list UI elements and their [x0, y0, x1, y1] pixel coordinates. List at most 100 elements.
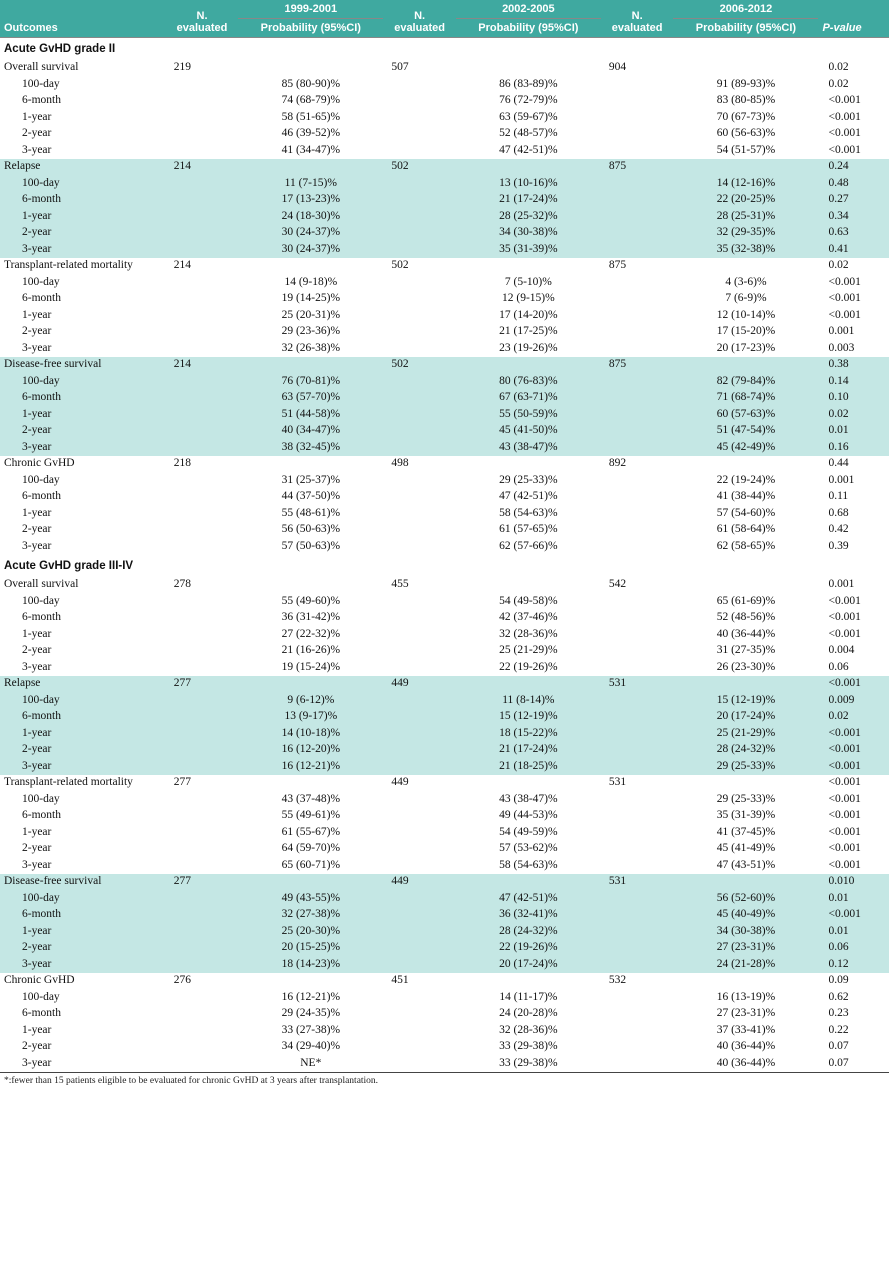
n-evaluated — [601, 742, 674, 759]
p-value: <0.001 — [818, 93, 889, 110]
n-evaluated — [166, 340, 239, 357]
prob-cell: 24 (18-30)% — [238, 208, 383, 225]
prob-cell: 28 (25-32)% — [456, 208, 601, 225]
col-n-1: N. evaluated — [166, 0, 239, 38]
n-evaluated — [166, 324, 239, 341]
prob-cell: 29 (24-35)% — [238, 1006, 383, 1023]
n-evaluated — [166, 593, 239, 610]
p-value: <0.001 — [818, 808, 889, 825]
n-evaluated — [601, 522, 674, 539]
n-evaluated — [601, 940, 674, 957]
p-value: 0.11 — [818, 489, 889, 506]
prob-cell: 41 (37-45)% — [673, 824, 818, 841]
prob-cell: 56 (52-60)% — [673, 890, 818, 907]
timepoint-label: 2-year — [0, 940, 166, 957]
n-evaluated: 214 — [166, 258, 239, 275]
n-evaluated — [166, 489, 239, 506]
n-evaluated: 449 — [383, 874, 456, 891]
prob-cell: 11 (7-15)% — [238, 175, 383, 192]
n-evaluated: 277 — [166, 874, 239, 891]
outcomes-table: Outcomes N. evaluated 1999-2001 N. evalu… — [0, 0, 889, 1092]
prob-cell: 22 (20-25)% — [673, 192, 818, 209]
prob-cell: 15 (12-19)% — [673, 692, 818, 709]
prob-cell: 21 (17-25)% — [456, 324, 601, 341]
n-evaluated — [601, 593, 674, 610]
prob-cell: 80 (76-83)% — [456, 373, 601, 390]
prob-cell: 54 (49-58)% — [456, 593, 601, 610]
prob-cell: 47 (42-51)% — [456, 890, 601, 907]
timepoint-label: 3-year — [0, 439, 166, 456]
n-evaluated — [166, 758, 239, 775]
n-evaluated — [601, 709, 674, 726]
prob-cell: 22 (19-26)% — [456, 659, 601, 676]
timepoint-label: 2-year — [0, 742, 166, 759]
p-value: 0.41 — [818, 241, 889, 258]
prob-cell: 7 (6-9)% — [673, 291, 818, 308]
prob-cell: 22 (19-26)% — [456, 940, 601, 957]
n-evaluated — [166, 76, 239, 93]
prob-cell: 30 (24-37)% — [238, 241, 383, 258]
prob-cell: 46 (39-52)% — [238, 126, 383, 143]
prob-cell: 35 (31-39)% — [456, 241, 601, 258]
prob-cell: 27 (23-31)% — [673, 940, 818, 957]
group-label: Relapse — [0, 159, 166, 176]
prob-cell: 63 (57-70)% — [238, 390, 383, 407]
timepoint-label: 6-month — [0, 192, 166, 209]
n-evaluated — [166, 841, 239, 858]
prob-cell: 25 (20-31)% — [238, 307, 383, 324]
prob-cell — [238, 874, 383, 891]
p-value: 0.39 — [818, 538, 889, 555]
n-evaluated — [383, 423, 456, 440]
prob-cell: 30 (24-37)% — [238, 225, 383, 242]
col-period-1: 1999-2001 — [238, 0, 383, 19]
timepoint-label: 100-day — [0, 274, 166, 291]
prob-cell: 58 (54-63)% — [456, 857, 601, 874]
n-evaluated — [166, 626, 239, 643]
n-evaluated: 455 — [383, 577, 456, 594]
p-value: 0.02 — [818, 709, 889, 726]
prob-cell: 13 (10-16)% — [456, 175, 601, 192]
n-evaluated — [383, 841, 456, 858]
timepoint-label: 1-year — [0, 406, 166, 423]
timepoint-label: 3-year — [0, 1055, 166, 1072]
n-evaluated — [601, 791, 674, 808]
group-label: Disease-free survival — [0, 357, 166, 374]
prob-cell: 21 (18-25)% — [456, 758, 601, 775]
p-value: 0.09 — [818, 973, 889, 990]
prob-cell — [238, 357, 383, 374]
n-evaluated — [601, 626, 674, 643]
n-evaluated — [601, 725, 674, 742]
col-period-2: 2002-2005 — [456, 0, 601, 19]
n-evaluated — [383, 175, 456, 192]
n-evaluated — [166, 989, 239, 1006]
n-evaluated — [166, 439, 239, 456]
prob-cell: 82 (79-84)% — [673, 373, 818, 390]
n-evaluated — [383, 192, 456, 209]
n-evaluated — [166, 907, 239, 924]
p-value: 0.06 — [818, 940, 889, 957]
prob-cell — [456, 676, 601, 693]
p-value: <0.001 — [818, 274, 889, 291]
prob-cell — [238, 159, 383, 176]
prob-cell: 17 (14-20)% — [456, 307, 601, 324]
timepoint-label: 1-year — [0, 505, 166, 522]
prob-cell: 41 (38-44)% — [673, 489, 818, 506]
timepoint-label: 100-day — [0, 791, 166, 808]
p-value: 0.003 — [818, 340, 889, 357]
n-evaluated — [166, 824, 239, 841]
prob-cell: 91 (89-93)% — [673, 76, 818, 93]
timepoint-label: 100-day — [0, 373, 166, 390]
prob-cell — [673, 775, 818, 792]
n-evaluated — [166, 291, 239, 308]
n-evaluated — [383, 692, 456, 709]
n-evaluated — [166, 659, 239, 676]
p-value: <0.001 — [818, 742, 889, 759]
p-value: <0.001 — [818, 291, 889, 308]
n-evaluated — [601, 109, 674, 126]
group-label: Transplant-related mortality — [0, 258, 166, 275]
section-title: Acute GvHD grade III-IV — [0, 555, 889, 577]
col-prob-2: Probability (95%CI) — [456, 19, 601, 38]
timepoint-label: 3-year — [0, 241, 166, 258]
n-evaluated — [383, 93, 456, 110]
timepoint-label: 1-year — [0, 923, 166, 940]
